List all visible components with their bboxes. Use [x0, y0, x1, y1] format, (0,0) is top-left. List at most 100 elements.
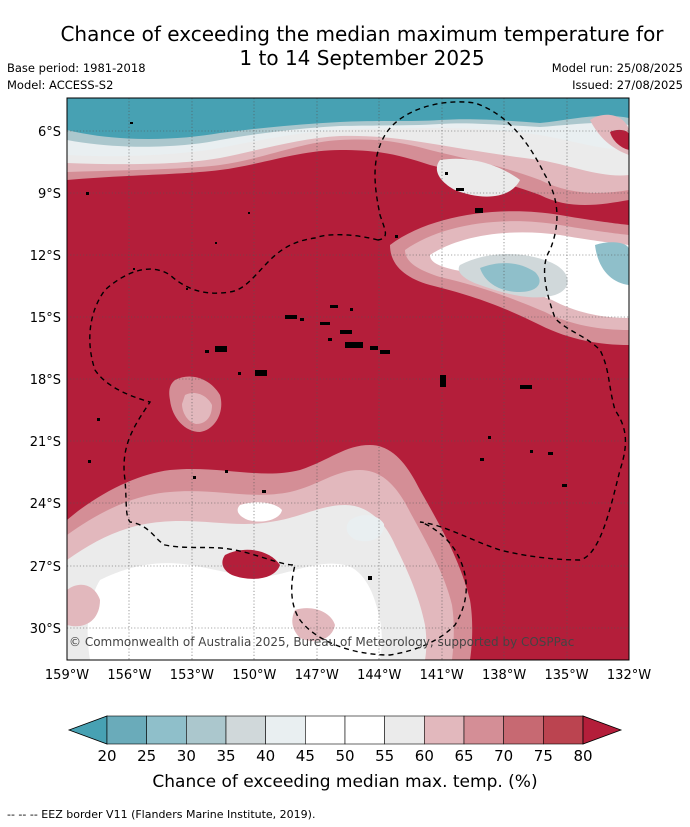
island — [520, 385, 532, 389]
base-period: Base period: 1981-2018 — [7, 61, 146, 75]
colorbar-over-arrow — [582, 715, 623, 745]
south-white-patch — [237, 502, 282, 522]
longitude-labels: 159°W 156°W 153°W 150°W 147°W 144°W 141°W 138°W… — [45, 668, 651, 683]
colorbar-bin — [305, 715, 346, 745]
colorbar-boxes — [106, 715, 584, 745]
island — [186, 288, 188, 290]
grid-lines — [67, 98, 629, 660]
map-title: Chance of exceeding the median maximum t… — [40, 22, 684, 70]
lat-label: 24°S — [30, 497, 61, 512]
south-pink-2 — [292, 608, 335, 642]
colorbar-bin — [186, 715, 227, 745]
eez-french-polynesia — [89, 101, 627, 656]
island — [480, 458, 484, 461]
title-line-1: Chance of exceeding the median maximum t… — [60, 22, 664, 46]
eez-borders — [89, 101, 627, 656]
lon-label: 144°W — [357, 668, 401, 683]
island — [395, 235, 398, 238]
island — [345, 342, 363, 348]
colorbar-bin — [146, 715, 187, 745]
colorbar-tick: 30 — [177, 747, 196, 765]
lon-label: 138°W — [482, 668, 526, 683]
colorbar-bin — [424, 715, 465, 745]
ne-red-patch — [610, 129, 629, 150]
islands — [86, 122, 567, 580]
lon-label: 156°W — [107, 668, 151, 683]
colorbar-tick: 50 — [335, 747, 354, 765]
colorbar-tick-labels: 20 25 30 35 40 45 50 55 60 65 70 75 80 — [97, 747, 592, 765]
island — [368, 576, 372, 580]
island — [193, 476, 196, 479]
island — [475, 208, 483, 213]
eez-legend-note: -- -- -- EEZ border V11 (Flanders Marine… — [7, 808, 316, 821]
title-line-2: 1 to 14 September 2025 — [239, 46, 485, 70]
colorbar-bin — [463, 715, 504, 745]
south-pale-patch — [346, 515, 385, 542]
colorbar-tick: 35 — [216, 747, 235, 765]
colorbar-tick: 40 — [256, 747, 275, 765]
island — [262, 490, 266, 493]
colorbar-tick: 75 — [534, 747, 553, 765]
lat-label: 27°S — [30, 560, 61, 575]
island — [320, 322, 330, 325]
colorbar-bin — [543, 715, 584, 745]
colorbar-tick: 70 — [494, 747, 513, 765]
colorbar-bin — [265, 715, 306, 745]
island — [370, 346, 378, 350]
colorbar-bin — [225, 715, 266, 745]
colorbar-tick: 80 — [573, 747, 592, 765]
colorbar-tick: 55 — [375, 747, 394, 765]
island — [456, 188, 464, 191]
island — [328, 338, 332, 341]
probability-map: © Commonwealth of Australia 2025, Bureau… — [30, 97, 651, 765]
island — [97, 418, 100, 421]
model-name: Model: ACCESS-S2 — [7, 78, 114, 92]
colorbar-bin — [106, 715, 147, 745]
lat-label: 30°S — [30, 622, 61, 637]
island — [330, 305, 338, 308]
island — [285, 315, 297, 319]
island — [238, 372, 241, 375]
central-north-55 — [436, 158, 520, 197]
lat-label: 15°S — [30, 311, 61, 326]
lon-label: 147°W — [295, 668, 339, 683]
lon-label: 150°W — [232, 668, 276, 683]
model-run: Model run: 25/08/2025 — [551, 61, 683, 75]
island — [340, 330, 352, 334]
island — [440, 375, 446, 387]
issued-date: Issued: 27/08/2025 — [572, 78, 683, 92]
south-red-island — [222, 549, 280, 579]
east-tongue-25 — [480, 263, 540, 292]
island — [380, 350, 390, 354]
lat-label: 21°S — [30, 435, 61, 450]
island — [248, 212, 250, 214]
island — [205, 350, 209, 353]
island — [562, 484, 567, 487]
colorbar-tick: 20 — [97, 747, 116, 765]
colorbar: 20 25 30 35 40 45 50 55 60 65 70 75 80 — [67, 715, 623, 765]
central-pale-patch — [182, 393, 212, 424]
lat-label: 9°S — [38, 187, 61, 202]
island — [215, 346, 227, 352]
latitude-labels: 6°S 9°S 12°S 15°S 18°S 21°S 24°S 27°S 30°S — [30, 125, 61, 637]
colorbar-tick: 65 — [454, 747, 473, 765]
island — [488, 436, 491, 439]
colorbar-title: Chance of exceeding median max. temp. (%… — [152, 772, 538, 792]
lon-label: 132°W — [607, 668, 651, 683]
island — [300, 318, 304, 321]
island — [225, 470, 228, 473]
island — [530, 450, 533, 453]
island — [133, 268, 135, 270]
colorbar-bin — [503, 715, 544, 745]
copyright-notice: © Commonwealth of Australia 2025, Bureau… — [69, 635, 574, 649]
colorbar-tick: 45 — [296, 747, 315, 765]
island — [255, 370, 267, 376]
colorbar-bin — [384, 715, 425, 745]
colorbar-bin — [344, 715, 385, 745]
lat-label: 18°S — [30, 373, 61, 388]
island — [548, 452, 553, 455]
south-white-2 — [197, 597, 240, 620]
lat-label: 12°S — [30, 249, 61, 264]
lon-label: 141°W — [420, 668, 464, 683]
lat-label: 6°S — [38, 125, 61, 140]
